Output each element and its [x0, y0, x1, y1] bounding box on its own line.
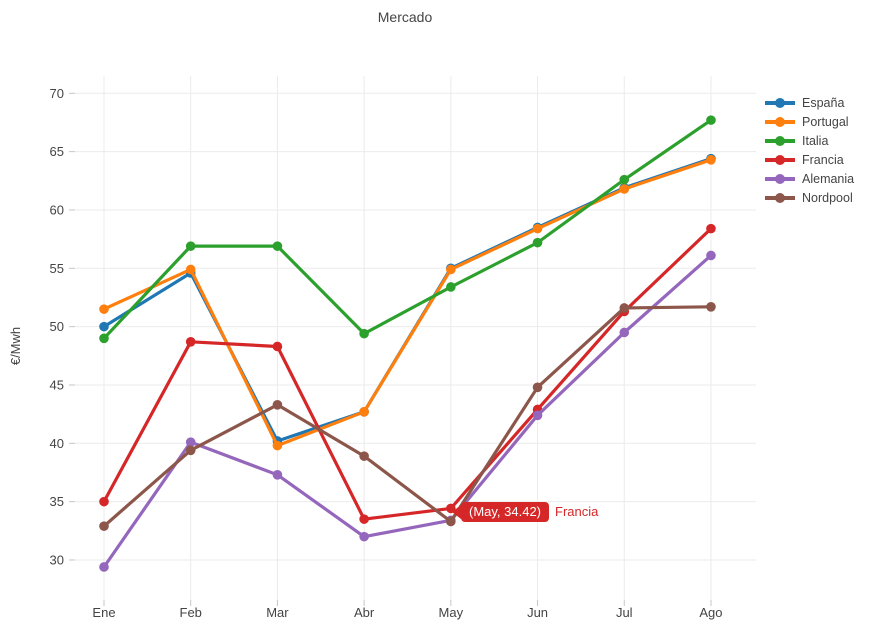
series-line-nordpool: [102, 305, 713, 528]
data-point-francia-mar[interactable]: [272, 341, 283, 352]
data-point-alemania-mar[interactable]: [272, 470, 283, 480]
legend-label: Francia: [802, 152, 844, 167]
data-point-nordpool-feb[interactable]: [185, 445, 196, 456]
x-tick-label: Ago: [699, 605, 722, 620]
legend-label: Alemania: [802, 171, 855, 186]
x-tick-label: Mar: [266, 605, 289, 620]
data-point-nordpool-ago[interactable]: [706, 302, 716, 312]
data-point-alemania-jul[interactable]: [619, 327, 630, 338]
data-point-italia-mar[interactable]: [272, 241, 283, 251]
series-portugal: [99, 155, 716, 451]
y-axis-title: €/Mwh: [8, 327, 23, 365]
data-point-francia-abr[interactable]: [359, 514, 369, 524]
x-tick-label: Feb: [180, 605, 202, 620]
data-point-portugal-abr[interactable]: [359, 407, 369, 417]
series-line-espana: [102, 157, 713, 443]
data-point-italia-jun[interactable]: [532, 237, 543, 248]
data-point-nordpool-may[interactable]: [446, 516, 456, 527]
legend-swatch-icon: [765, 173, 795, 184]
y-tick-label: 45: [50, 377, 64, 392]
data-point-alemania-abr[interactable]: [359, 531, 369, 542]
legend: España Portugal Italia Francia Alemania Nordp…: [765, 93, 854, 207]
legend-item-portugal[interactable]: Portugal: [765, 112, 854, 131]
chart-title: Mercado: [377, 9, 433, 25]
data-point-alemania-jun[interactable]: [532, 410, 543, 421]
data-point-francia-may[interactable]: [446, 503, 456, 514]
legend-swatch-icon: [765, 116, 795, 127]
legend-label: Nordpool: [802, 190, 853, 205]
series-nordpool: [99, 302, 716, 531]
data-point-nordpool-jun[interactable]: [532, 382, 543, 393]
data-point-portugal-jun[interactable]: [532, 223, 543, 234]
y-tick-label: 65: [50, 144, 64, 159]
data-point-italia-may[interactable]: [446, 282, 456, 292]
y-tick-label: 60: [50, 202, 64, 217]
series-italia: [99, 115, 716, 344]
legend-label: España: [802, 95, 845, 110]
data-point-portugal-ene[interactable]: [99, 304, 109, 314]
axis-labels: 30 35 40 45 50 55 60 65 70 Ene Feb Mar Abr May Jun Jul A…: [50, 86, 723, 620]
series-line-francia: [102, 227, 713, 521]
y-tick-label: 50: [50, 319, 64, 334]
x-tick-label: Jun: [527, 605, 548, 620]
data-point-italia-abr[interactable]: [359, 328, 369, 339]
data-point-portugal-ago[interactable]: [706, 155, 716, 165]
data-point-alemania-ene[interactable]: [99, 562, 109, 572]
gridlines: [75, 76, 756, 600]
legend-item-francia[interactable]: Francia: [765, 150, 854, 169]
y-tick-label: 35: [50, 494, 64, 509]
legend-item-espana[interactable]: España: [765, 93, 854, 112]
series-espana: [99, 153, 716, 446]
y-tick-label: 70: [50, 86, 64, 101]
legend-label: Portugal: [802, 114, 849, 129]
data-point-portugal-may[interactable]: [446, 264, 456, 275]
legend-swatch-icon: [765, 154, 795, 165]
x-tick-label: Ene: [92, 605, 115, 620]
y-tick-label: 30: [50, 552, 64, 567]
legend-item-alemania[interactable]: Alemania: [765, 169, 854, 188]
data-point-italia-jul[interactable]: [619, 174, 630, 185]
data-point-francia-ene[interactable]: [99, 496, 109, 507]
data-point-nordpool-abr[interactable]: [359, 451, 369, 461]
data-point-nordpool-jul[interactable]: [619, 303, 630, 313]
legend-label: Italia: [802, 133, 829, 148]
data-point-italia-feb[interactable]: [185, 241, 196, 251]
y-tick-label: 55: [50, 261, 64, 276]
data-point-alemania-feb[interactable]: [185, 437, 196, 447]
data-point-francia-feb[interactable]: [185, 337, 196, 347]
data-point-italia-ene[interactable]: [99, 333, 109, 344]
data-point-portugal-mar[interactable]: [272, 440, 283, 451]
series-line-portugal: [102, 158, 713, 448]
legend-swatch-icon: [765, 192, 795, 203]
series-line-alemania: [102, 253, 713, 569]
data-point-espana-ene[interactable]: [99, 321, 109, 332]
legend-swatch-icon: [765, 135, 795, 146]
data-point-nordpool-mar[interactable]: [272, 400, 283, 410]
y-tick-label: 40: [50, 436, 64, 451]
data-point-francia-ago[interactable]: [706, 223, 716, 234]
data-point-nordpool-ene[interactable]: [99, 521, 109, 531]
data-point-portugal-jul[interactable]: [619, 184, 630, 194]
x-tick-label: Abr: [354, 605, 375, 620]
axis-ticks: [69, 92, 712, 606]
legend-item-nordpool[interactable]: Nordpool: [765, 188, 854, 207]
series-line-italia: [102, 118, 713, 340]
legend-item-italia[interactable]: Italia: [765, 131, 854, 150]
data-point-alemania-ago[interactable]: [706, 250, 716, 261]
legend-swatch-icon: [765, 97, 795, 108]
series-alemania: [99, 250, 716, 572]
x-tick-label: May: [439, 605, 464, 620]
x-tick-label: Jul: [616, 605, 633, 620]
data-point-portugal-feb[interactable]: [185, 264, 196, 275]
data-point-italia-ago[interactable]: [706, 115, 716, 125]
